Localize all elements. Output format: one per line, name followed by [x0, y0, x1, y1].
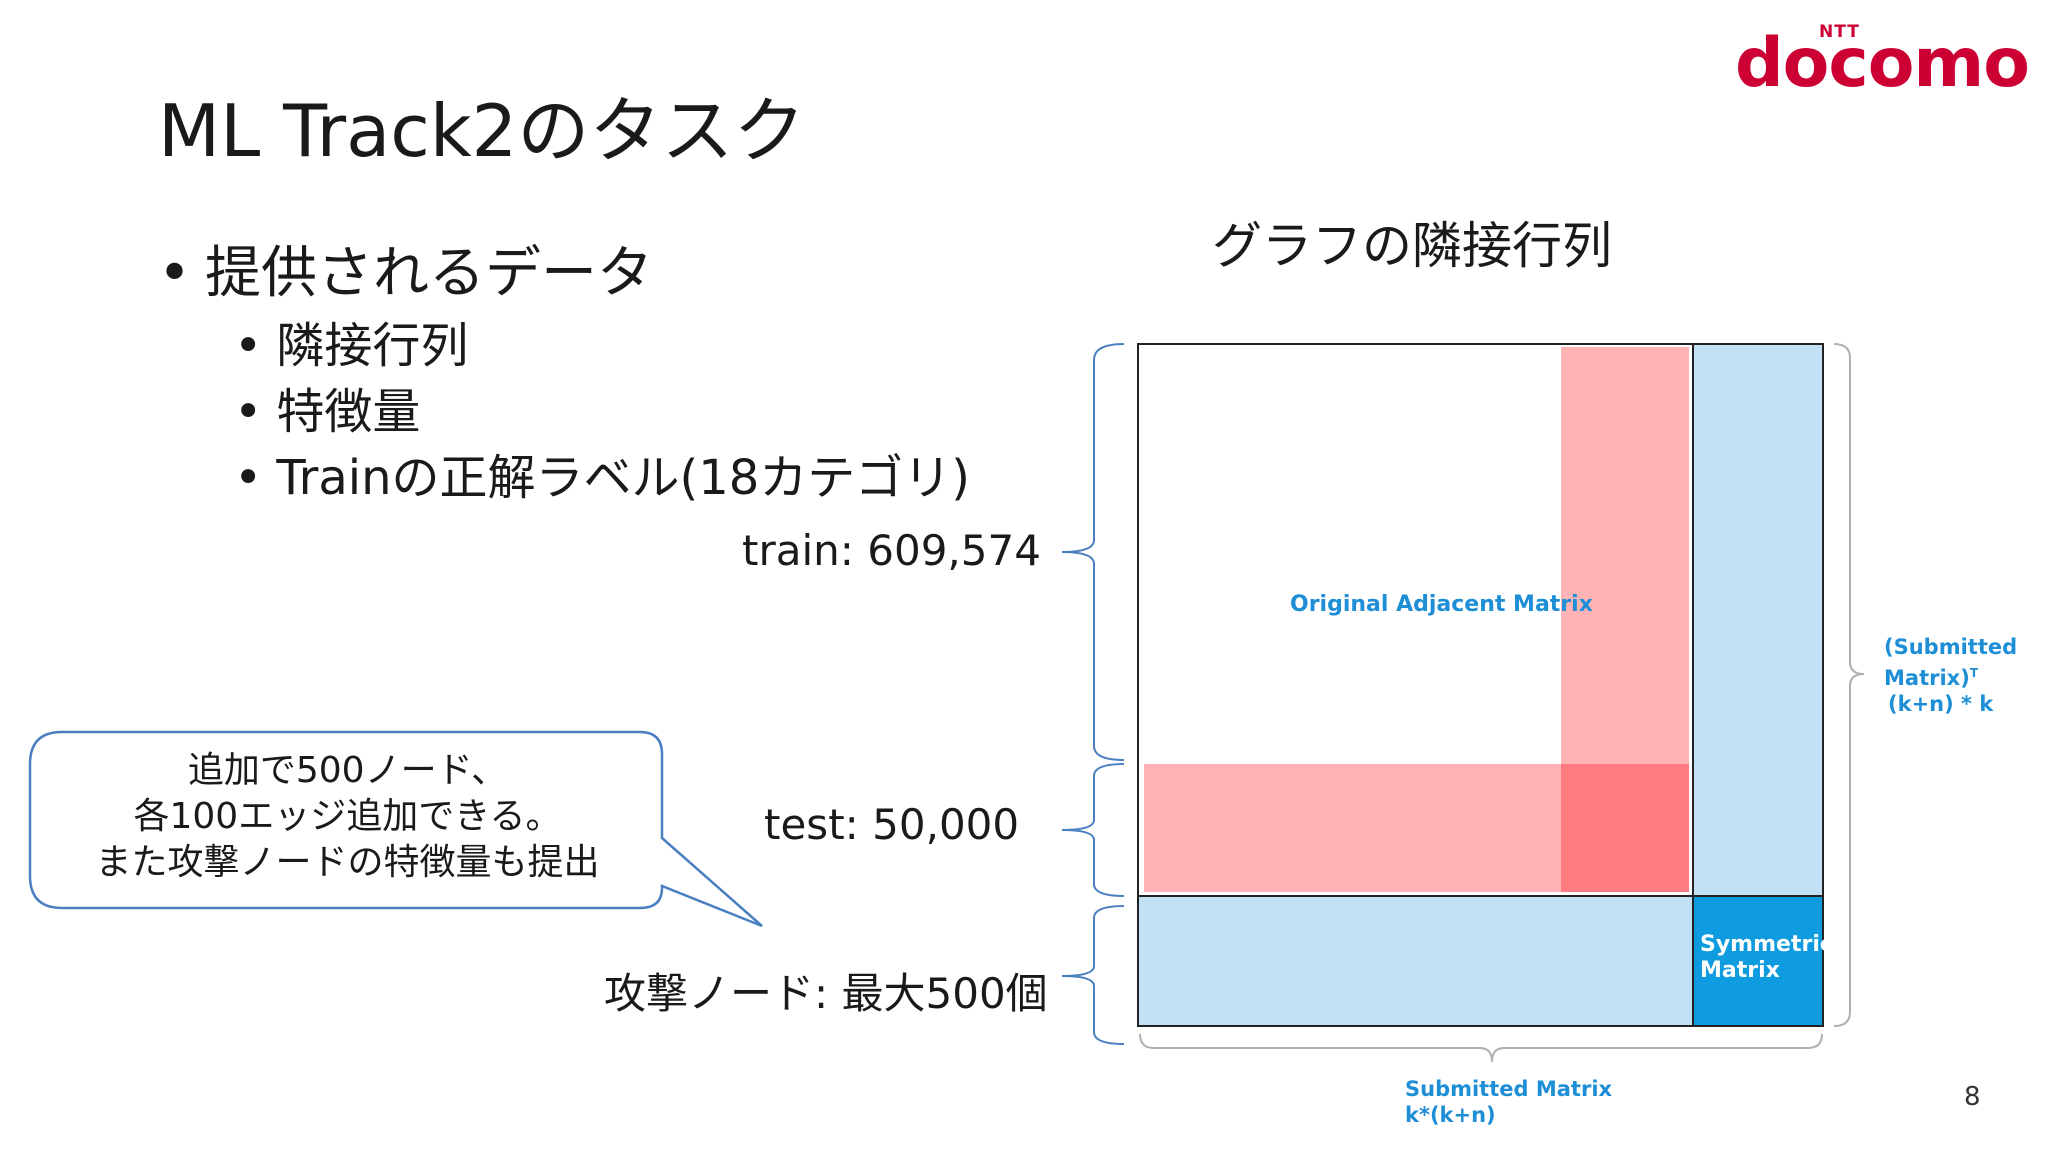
- callout-line: 各100エッジ追加できる。: [133, 796, 562, 837]
- submitted-transpose-label: (Submitted Matrix)T (k+n) * k: [1884, 634, 2017, 717]
- bullet-sub-text: 特徴量: [276, 384, 421, 440]
- submitted-brace-icon: [1139, 1033, 1823, 1063]
- bullet-main: • 提供されるデータ: [158, 228, 653, 309]
- submitted-transpose-line: (k+n) * k: [1888, 692, 1994, 716]
- symmetric-line: Symmetric: [1700, 932, 1833, 957]
- bullet-sub-text: 隣接行列: [276, 318, 469, 374]
- callout-line: また攻撃ノードの特徴量も提出: [95, 842, 600, 883]
- page-number: 8: [1964, 1082, 1981, 1112]
- bullet-dot-icon: •: [234, 384, 263, 440]
- bullet-sub-3: • Trainの正解ラベル(18カテゴリ): [234, 438, 970, 508]
- attack-node-label: 攻撃ノード: 最大500個: [604, 969, 1048, 1018]
- bullet-dot-icon: •: [158, 241, 192, 306]
- bullet-sub-2: • 特徴量: [234, 372, 420, 442]
- bullet-main-text: 提供されるデータ: [205, 241, 654, 306]
- symmetric-block: [1692, 895, 1824, 1027]
- transpose-superscript: T: [1969, 666, 1978, 680]
- docomo-logo: NTT docomo: [1735, 18, 2035, 103]
- logo-docomo-text: docomo: [1735, 24, 2030, 103]
- diagram-title: グラフの隣接行列: [1212, 217, 1612, 275]
- bullet-dot-icon: •: [234, 318, 263, 374]
- test-overlap-block: [1561, 764, 1689, 892]
- bullet-sub-text: Trainの正解ラベル(18カテゴリ): [276, 450, 971, 506]
- test-count-label: test: 50,000: [764, 800, 1020, 849]
- attack-brace-icon: [1061, 905, 1125, 1045]
- train-count-label: train: 609,574: [742, 526, 1041, 575]
- callout-line: 追加で500ノード、: [187, 750, 508, 791]
- symmetric-line: Matrix: [1700, 958, 1780, 983]
- submitted-transpose-brace-icon: [1833, 343, 1865, 1027]
- submitted-line: k*(k+n): [1405, 1103, 1496, 1127]
- submitted-row: [1137, 895, 1694, 1027]
- submitted-matrix-label: Submitted Matrix k*(k+n): [1405, 1076, 1612, 1128]
- test-brace-icon: [1061, 763, 1125, 897]
- train-brace-icon: [1061, 343, 1125, 761]
- original-matrix-label: Original Adjacent Matrix: [1290, 592, 1593, 617]
- symmetric-matrix-label: Symmetric Matrix: [1700, 932, 1833, 984]
- submitted-transpose-line: (Submitted: [1884, 635, 2018, 659]
- slide-title: ML Track2のタスク: [158, 89, 806, 173]
- logo-ntt-text: NTT: [1819, 22, 1860, 42]
- bullet-sub-1: • 隣接行列: [234, 306, 468, 376]
- submitted-line: Submitted Matrix: [1405, 1077, 1613, 1101]
- submitted-transpose-line: Matrix)T: [1884, 666, 1978, 690]
- submitted-transpose-column: [1692, 343, 1824, 897]
- bullet-dot-icon: •: [234, 450, 263, 506]
- callout-text: 追加で500ノード、 各100エッジ追加できる。 また攻撃ノードの特徴量も提出: [30, 748, 665, 886]
- callout-bubble: [28, 730, 763, 928]
